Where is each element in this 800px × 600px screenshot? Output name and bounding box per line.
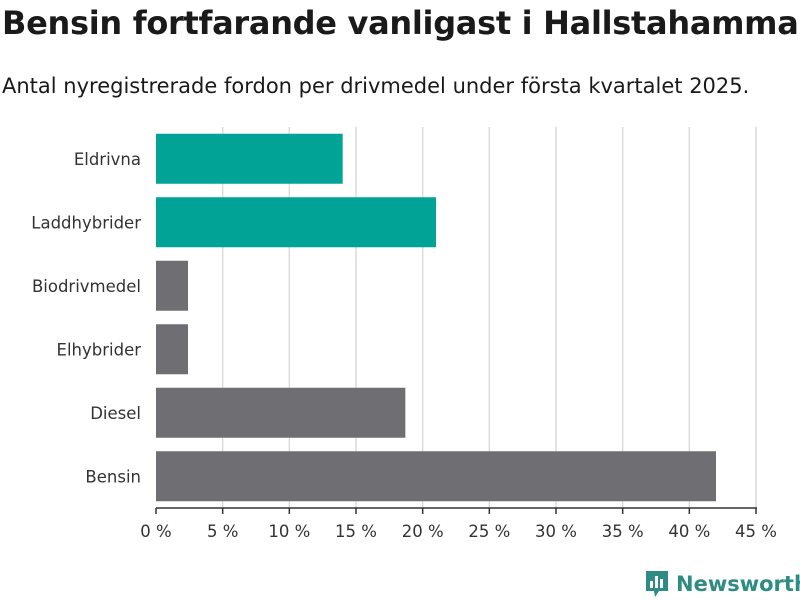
x-tick-label: 0 % [140, 522, 171, 541]
bar [156, 133, 343, 184]
x-tick-label: 20 % [402, 522, 444, 541]
x-tick-label: 10 % [268, 522, 310, 541]
category-label: Biodrivmedel [32, 277, 141, 296]
x-tick-label: 45 % [735, 522, 777, 541]
category-label: Laddhybrider [31, 213, 141, 232]
category-label: Elhybrider [57, 340, 142, 359]
x-tick-label: 15 % [335, 522, 377, 541]
x-tick-label: 25 % [468, 522, 510, 541]
x-tick-label: 35 % [602, 522, 644, 541]
bar [156, 451, 716, 502]
chart-subtitle: Antal nyregistrerade fordon per drivmede… [2, 74, 750, 98]
chart-title: Bensin fortfarande vanligast i Hallstaha… [2, 4, 800, 42]
newsworthy-logo: Newsworthy [644, 569, 800, 599]
bar [156, 197, 436, 248]
bar-chart-logo-icon [646, 571, 668, 597]
category-label: Bensin [85, 467, 141, 486]
brand-name: Newsworthy [676, 572, 800, 596]
bar [156, 387, 406, 438]
x-tick-label: 30 % [535, 522, 577, 541]
category-label: Eldrivna [74, 150, 141, 169]
x-tick-label: 5 % [207, 522, 238, 541]
bar [156, 260, 188, 311]
category-label: Diesel [90, 404, 141, 423]
bar [156, 324, 188, 375]
x-tick-label: 40 % [668, 522, 710, 541]
